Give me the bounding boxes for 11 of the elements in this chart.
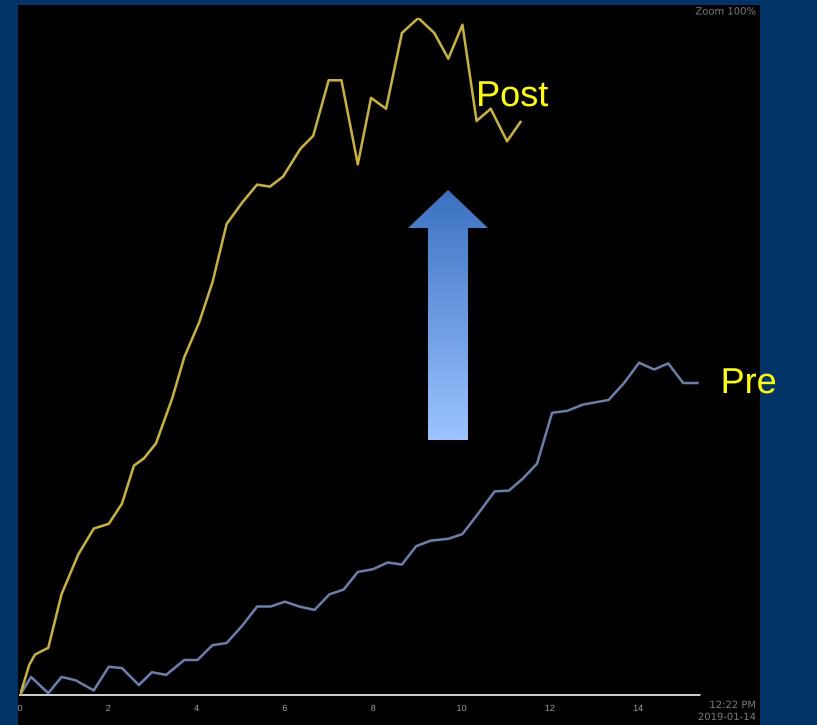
x-tick-label: 6 [282, 703, 288, 714]
x-tick-label: 4 [194, 703, 200, 714]
text: Zoom 100% [695, 6, 756, 18]
x-tick-label: 14 [633, 703, 644, 714]
series-label: Pre [720, 360, 777, 401]
text: 12:22 PM 2019-01-14 [698, 700, 756, 723]
x-tick-label: 8 [370, 703, 376, 714]
x-tick-label: 10 [456, 703, 467, 714]
x-tick-label: 12 [544, 703, 555, 714]
series-label: Post [476, 72, 548, 114]
x-tick-label: 2 [106, 703, 111, 714]
